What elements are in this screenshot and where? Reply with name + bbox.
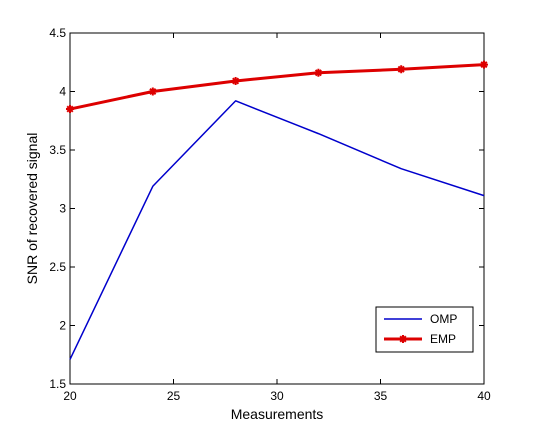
y-tick-label: 4.5 — [49, 26, 66, 40]
series-layer — [66, 60, 488, 360]
data-point-emp — [397, 65, 406, 74]
x-tick-label: 30 — [270, 389, 284, 403]
series-emp — [66, 60, 488, 114]
data-point-emp — [231, 76, 240, 85]
y-axis-label: SNR of recovered signal — [24, 133, 40, 285]
y-tick-label: 1.5 — [49, 377, 66, 391]
x-tick-label: 25 — [167, 389, 181, 403]
legend-marker-emp — [399, 335, 407, 343]
series-omp — [69, 100, 485, 360]
data-point-emp — [314, 68, 323, 77]
x-tick-label: 35 — [374, 389, 388, 403]
legend-label-omp: OMP — [430, 312, 457, 326]
data-point-emp — [148, 87, 157, 96]
y-tick-label: 2 — [59, 319, 66, 333]
y-tick-label: 3.5 — [49, 143, 66, 157]
x-tick-label: 20 — [63, 389, 77, 403]
x-tick-label: 40 — [477, 389, 491, 403]
y-tick-label: 2.5 — [49, 260, 66, 274]
data-point-emp — [480, 60, 488, 69]
series-line-omp — [69, 100, 485, 360]
axis-ticks: 20 25 30 35 40 1.5 2 2.5 3 3.5 4 4.5 — [49, 26, 491, 403]
legend: OMP EMP — [375, 306, 474, 353]
series-line-emp — [69, 63, 485, 111]
y-tick-label: 4 — [59, 85, 66, 99]
data-point-emp — [66, 105, 74, 114]
y-tick-label: 3 — [59, 202, 66, 216]
legend-label-emp: EMP — [430, 332, 456, 346]
x-axis-label: Measurements — [231, 406, 324, 422]
legend-box — [375, 306, 474, 353]
